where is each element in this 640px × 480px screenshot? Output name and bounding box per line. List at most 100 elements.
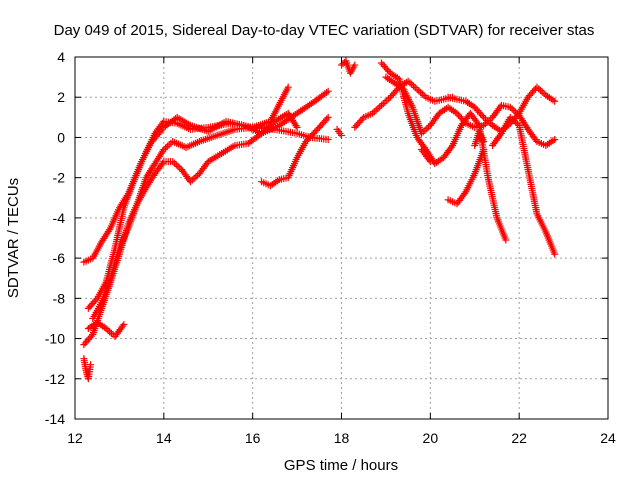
data-point [475,108,483,116]
data-point [461,189,469,197]
data-point [323,115,331,123]
data-point [456,113,464,121]
x-tick-label: 16 [245,430,261,446]
data-point [266,122,274,130]
data-point [423,125,431,133]
grid [75,57,608,419]
data-point [305,134,313,142]
data-point [453,109,461,117]
data-point [320,118,328,126]
series-arc-14 [444,146,488,208]
data-point [357,117,365,125]
data-point [80,341,88,349]
series-arc-11 [377,59,510,244]
data-point [426,158,434,166]
data-point [480,146,488,154]
data-point [389,90,397,98]
data-point [355,118,363,126]
data-point [388,92,396,100]
data-point [315,123,323,131]
x-axis-title: GPS time / hours [284,457,398,474]
x-tick-label: 14 [156,430,172,446]
data-point [190,174,198,182]
data-point [120,320,128,328]
data-point [377,59,385,67]
series-arc-4 [89,109,301,322]
data-point [535,85,543,93]
data-point [268,120,276,128]
series-arc-6 [80,355,95,383]
data-point [312,127,320,135]
series-arc-9 [333,125,345,139]
data-point [159,119,167,127]
data-point [351,61,359,69]
data-point [284,83,292,91]
y-tick-label: -10 [45,331,65,347]
data-point [92,296,100,304]
data-point [383,96,391,104]
data-point [317,122,325,130]
data-point [87,301,95,309]
data-point [308,131,316,139]
data-point [314,125,322,133]
data-point [409,82,417,90]
data-point [263,125,271,133]
data-point [174,162,182,170]
data-point [536,86,544,94]
data-point [496,103,504,111]
x-tick-label: 18 [334,430,350,446]
data-point [324,87,332,95]
data-point [86,334,94,342]
y-tick-label: 4 [57,49,65,65]
series-arc-17 [471,127,488,149]
data-point [417,88,425,96]
data-point [170,159,178,167]
data-point [457,114,465,122]
data-point [86,303,94,311]
data-point [376,103,384,111]
data-point [354,120,362,128]
data-point [84,304,92,312]
data-point [514,111,522,119]
data-point [460,118,468,126]
y-tick-label: -8 [53,290,66,306]
data-point [84,336,92,344]
data-point [425,156,433,164]
data-point [385,95,393,103]
data-point [119,322,127,330]
data-point [447,143,455,151]
data-point [381,98,389,106]
data-point [481,115,489,123]
chart-title: Day 049 of 2015, Sidereal Day-to-day VTE… [54,22,595,39]
y-axis-title: SDTVAR / TECUs [5,178,22,298]
data-point [524,93,532,101]
data-point [496,131,504,139]
data-point [321,117,329,125]
data-point [454,111,462,119]
data-point [538,88,546,96]
series-arc-2 [84,87,332,312]
x-tick-label: 24 [600,430,616,446]
series-arc-7 [258,113,332,190]
data-point [293,123,301,131]
data-point [480,137,488,145]
series-arc-13 [417,146,434,166]
data-point [159,159,167,167]
y-tick-label: -4 [53,210,66,226]
data-point [352,122,360,130]
data-point [478,112,486,120]
data-point [551,135,559,143]
data-point [264,123,272,131]
data-point [502,236,510,244]
x-tick-label: 22 [511,430,527,446]
data-point [358,115,366,123]
data-point [383,66,391,74]
data-point [392,87,400,95]
y-tick-label: 0 [57,129,65,145]
data-point [324,135,332,143]
data-point [303,136,311,144]
x-tick-label: 20 [423,430,439,446]
data-point [309,130,317,138]
data-point [528,88,536,96]
